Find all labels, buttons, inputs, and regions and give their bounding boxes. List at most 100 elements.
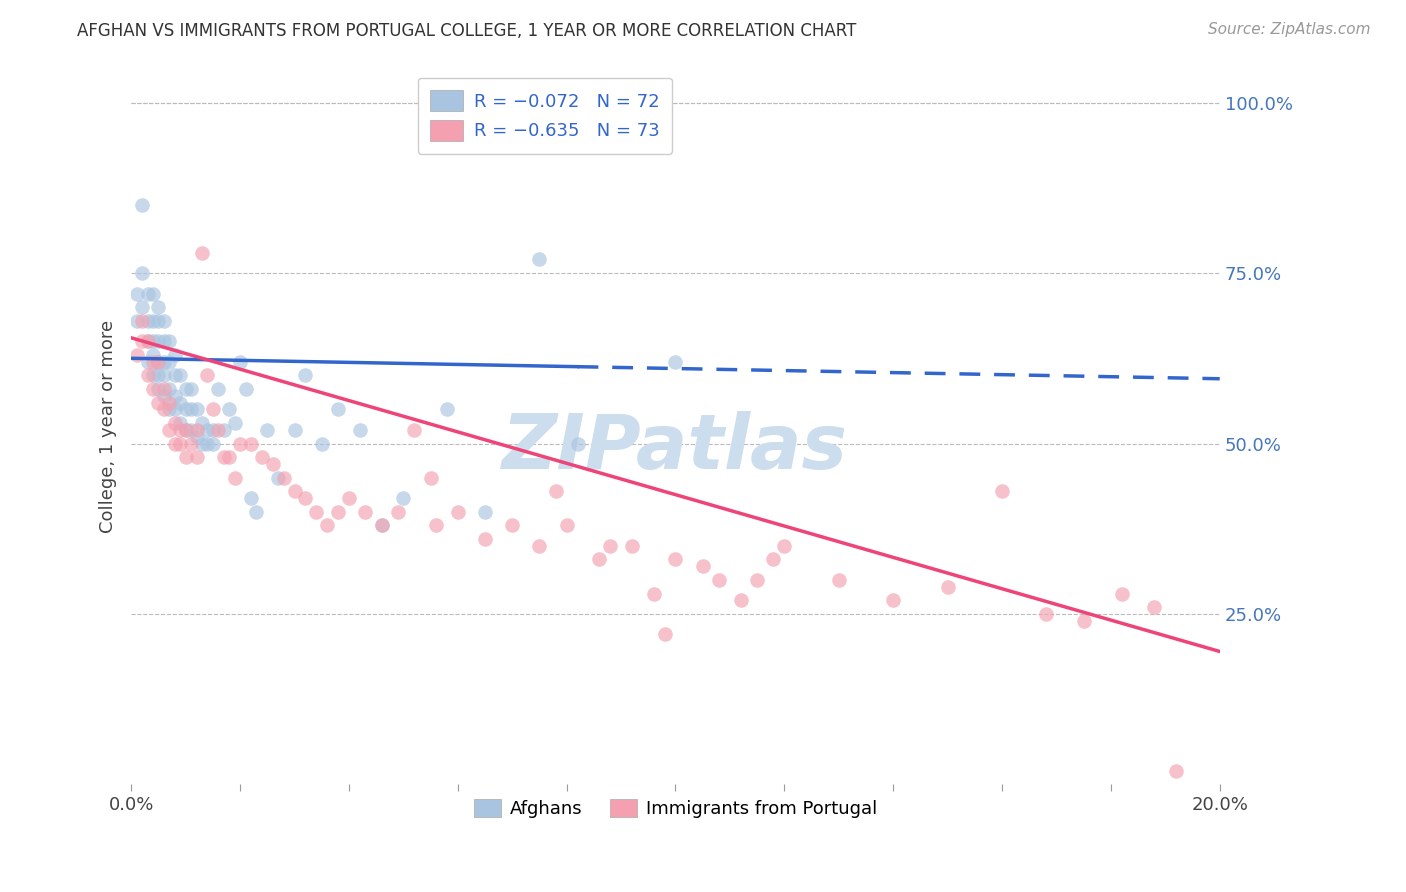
Point <box>654 627 676 641</box>
Point <box>588 552 610 566</box>
Point <box>567 436 589 450</box>
Point <box>136 368 159 383</box>
Point <box>191 436 214 450</box>
Point <box>235 382 257 396</box>
Point <box>197 423 219 437</box>
Point <box>157 354 180 368</box>
Point <box>201 402 224 417</box>
Point <box>224 416 246 430</box>
Point <box>148 368 170 383</box>
Point <box>153 354 176 368</box>
Point <box>664 354 686 368</box>
Point <box>294 368 316 383</box>
Point <box>174 402 197 417</box>
Point <box>191 245 214 260</box>
Point <box>153 382 176 396</box>
Point <box>326 402 349 417</box>
Point <box>555 518 578 533</box>
Point <box>529 539 551 553</box>
Point <box>256 423 278 437</box>
Point <box>1143 600 1166 615</box>
Point <box>387 505 409 519</box>
Point <box>201 423 224 437</box>
Point <box>142 354 165 368</box>
Point <box>136 354 159 368</box>
Point <box>157 382 180 396</box>
Point <box>186 450 208 465</box>
Point <box>131 334 153 349</box>
Point <box>425 518 447 533</box>
Point <box>474 532 496 546</box>
Point <box>169 423 191 437</box>
Point <box>1035 607 1057 621</box>
Point <box>692 559 714 574</box>
Point <box>212 423 235 437</box>
Point <box>337 491 360 505</box>
Point <box>474 505 496 519</box>
Point <box>186 423 208 437</box>
Point <box>207 382 229 396</box>
Point <box>186 402 208 417</box>
Point <box>136 314 159 328</box>
Point <box>370 518 392 533</box>
Point <box>148 334 170 349</box>
Point <box>599 539 621 553</box>
Point <box>311 436 333 450</box>
Point <box>283 484 305 499</box>
Point <box>157 423 180 437</box>
Point <box>392 491 415 505</box>
Y-axis label: College, 1 year or more: College, 1 year or more <box>100 320 117 533</box>
Point <box>283 423 305 437</box>
Point <box>180 402 202 417</box>
Point <box>229 354 252 368</box>
Point <box>643 586 665 600</box>
Point <box>1073 614 1095 628</box>
Point <box>136 334 159 349</box>
Point <box>245 505 267 519</box>
Point <box>212 450 235 465</box>
Point <box>419 470 441 484</box>
Point <box>186 430 208 444</box>
Point <box>153 314 176 328</box>
Point <box>153 389 176 403</box>
Point <box>142 314 165 328</box>
Point <box>169 368 191 383</box>
Point <box>1166 764 1188 778</box>
Point <box>447 505 470 519</box>
Point <box>936 580 959 594</box>
Point <box>148 354 170 368</box>
Point <box>142 286 165 301</box>
Point <box>207 423 229 437</box>
Point <box>326 505 349 519</box>
Point <box>131 314 153 328</box>
Point <box>174 423 197 437</box>
Point <box>620 539 643 553</box>
Point <box>1111 586 1133 600</box>
Point <box>157 402 180 417</box>
Point <box>730 593 752 607</box>
Point <box>148 314 170 328</box>
Point <box>174 450 197 465</box>
Point <box>664 552 686 566</box>
Point <box>404 423 426 437</box>
Point <box>229 436 252 450</box>
Point <box>882 593 904 607</box>
Point <box>153 334 176 349</box>
Point <box>370 518 392 533</box>
Point <box>316 518 339 533</box>
Point <box>163 348 186 362</box>
Point <box>544 484 567 499</box>
Point <box>529 252 551 267</box>
Point <box>125 348 148 362</box>
Point <box>240 491 263 505</box>
Point <box>354 505 377 519</box>
Point <box>125 314 148 328</box>
Point <box>180 382 202 396</box>
Text: Source: ZipAtlas.com: Source: ZipAtlas.com <box>1208 22 1371 37</box>
Point <box>169 395 191 409</box>
Point <box>762 552 785 566</box>
Point <box>163 389 186 403</box>
Point <box>349 423 371 437</box>
Point <box>174 423 197 437</box>
Point <box>240 436 263 450</box>
